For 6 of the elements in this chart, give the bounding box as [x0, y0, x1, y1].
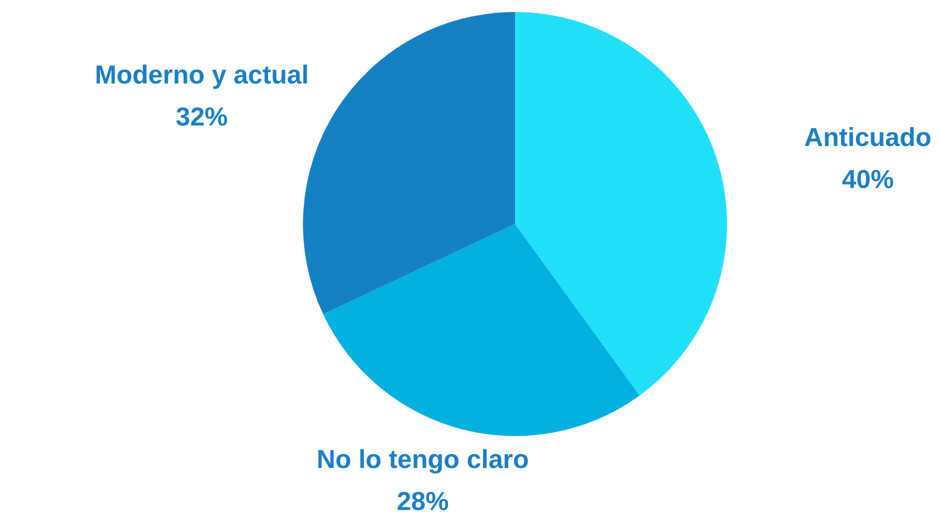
slice-label: Anticuado — [804, 122, 932, 152]
data-label: 40% — [842, 164, 894, 194]
slice-label: Moderno y actual — [94, 60, 309, 90]
data-label: 28% — [396, 486, 449, 516]
slice-label: No lo tengo claro — [316, 444, 529, 474]
data-label: 32% — [176, 102, 228, 132]
